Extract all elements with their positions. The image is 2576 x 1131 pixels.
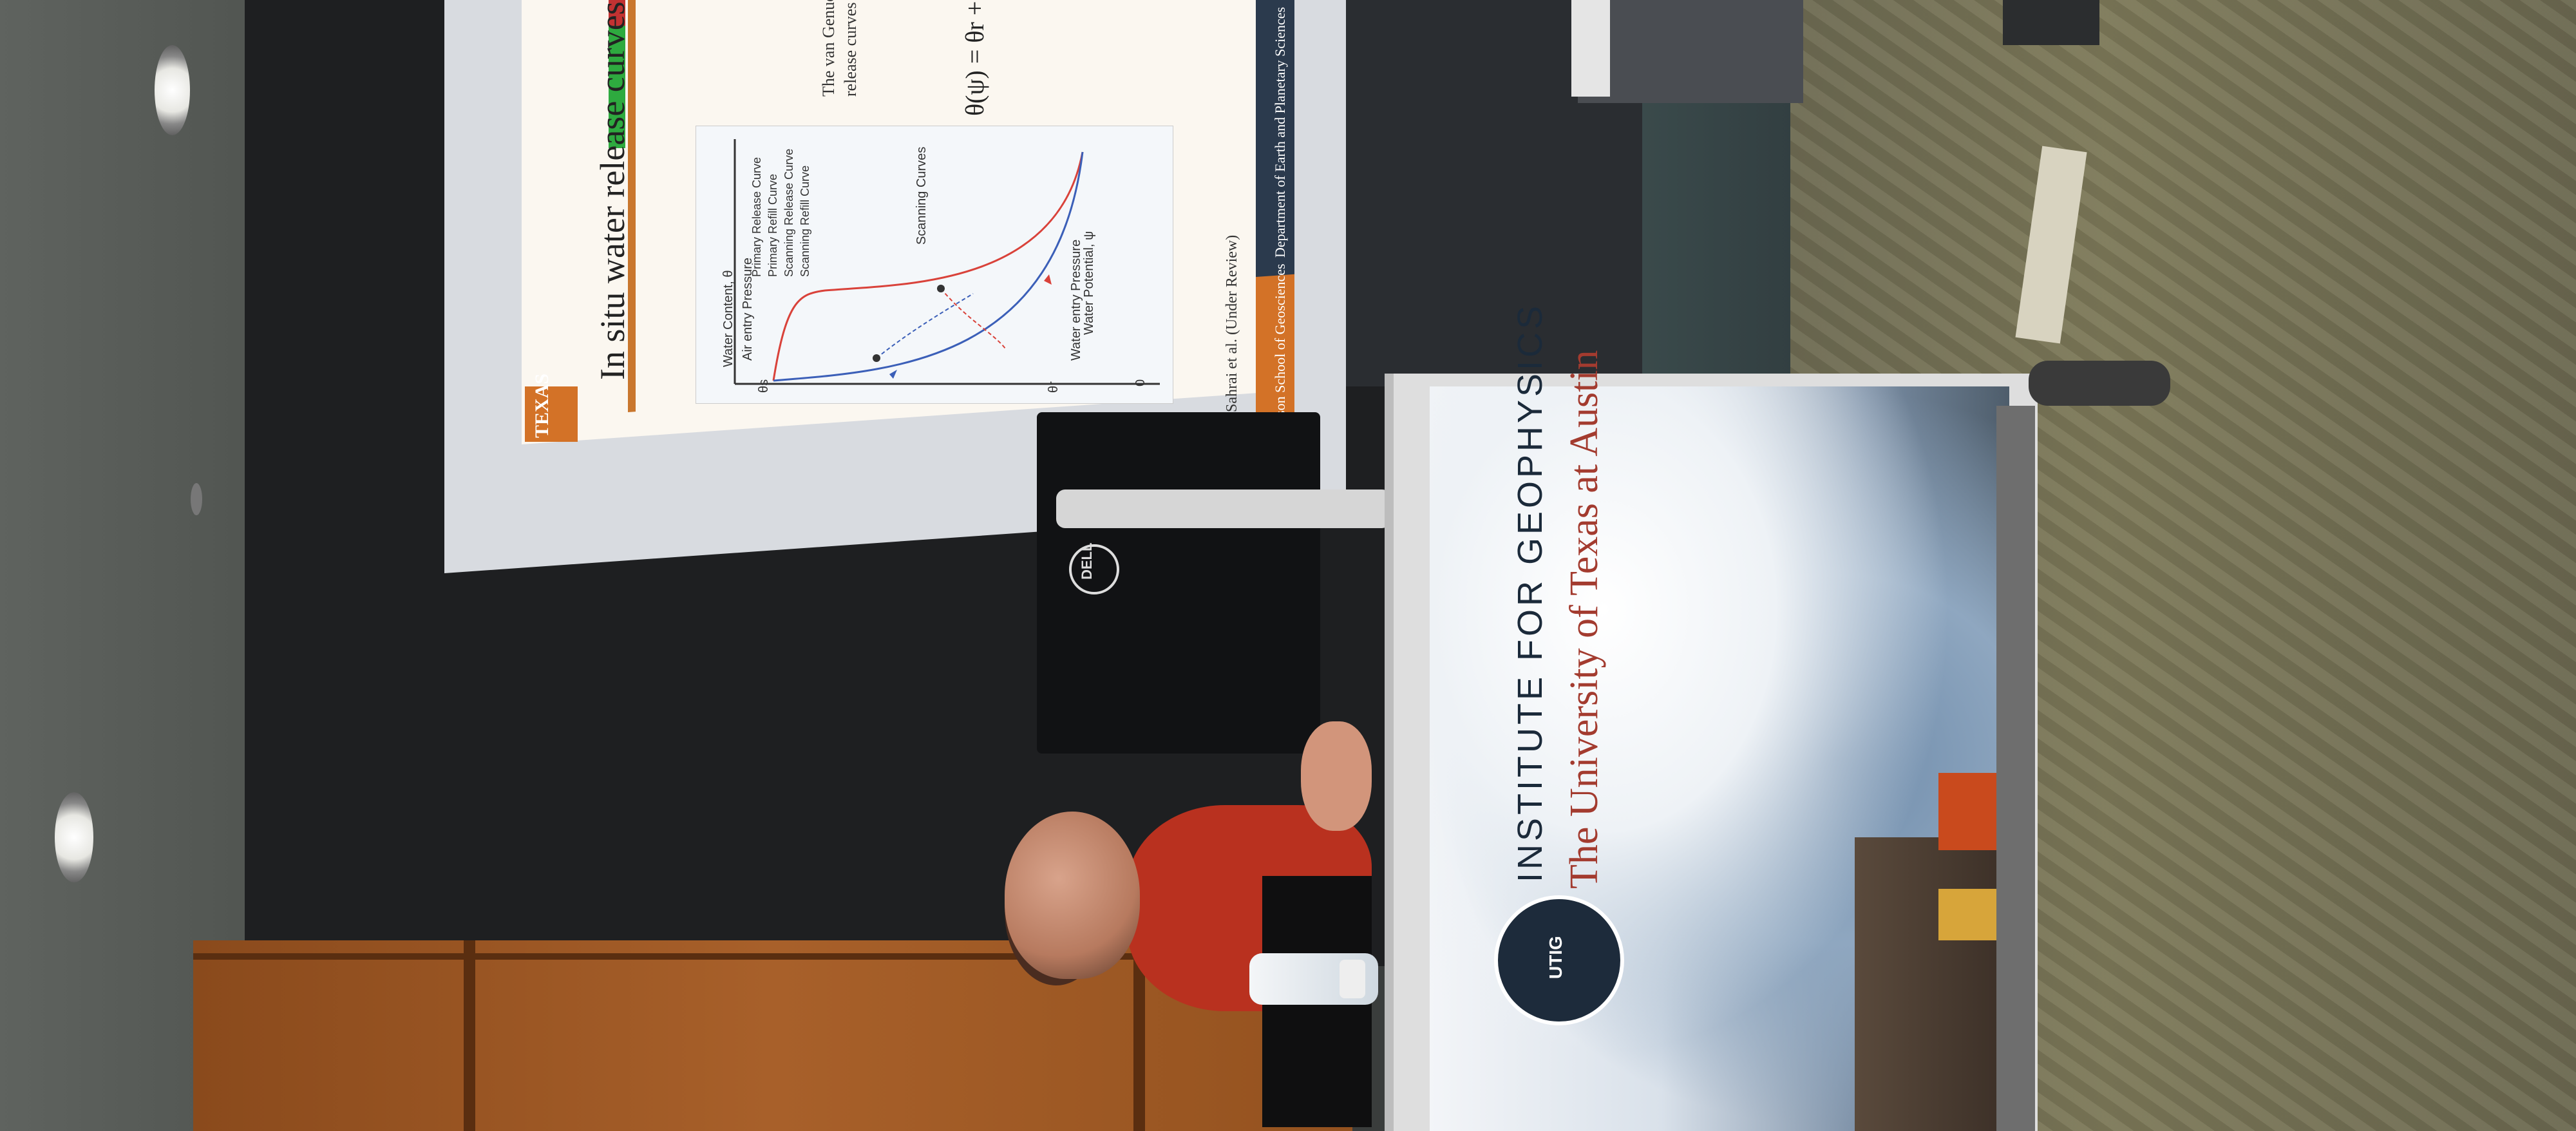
- slide-title: In situ water release curves show hyster…: [593, 0, 632, 380]
- tick-theta-r: θr: [1046, 381, 1061, 393]
- curve-point: [873, 354, 880, 362]
- primary-release-curve: [772, 151, 1084, 381]
- equipment-stand: [2003, 0, 2099, 45]
- texas-logo: [525, 386, 578, 442]
- institute-title: INSTITUTE FOR GEOPHYSICS: [1511, 302, 1549, 882]
- podium-frame: [1996, 406, 2035, 1131]
- x-axis-label: Water Potential, ψ: [1082, 231, 1096, 335]
- banner-landscape: [1855, 837, 2016, 1131]
- cabinet-edge: [1571, 0, 1610, 97]
- annotation-scanning: Scanning Curves: [914, 146, 929, 245]
- footer-department: Department of Earth and Planetary Scienc…: [1272, 6, 1288, 258]
- presenter-face: [1005, 812, 1140, 979]
- tick-zero: 0: [1133, 379, 1148, 386]
- primary-refill-curve: [773, 151, 1084, 382]
- arrow-marker: [889, 370, 897, 379]
- ceiling-light: [155, 45, 190, 135]
- ppt-toolbar: [609, 26, 625, 148]
- slide-body-text: The van Genuchten physics can be appl re…: [819, 0, 860, 97]
- annotation-water-entry: Water entry Pressure: [1069, 239, 1083, 361]
- slide-equation: θ(ψ) = θr +: [960, 1, 989, 116]
- texas-label: TEXAS: [531, 373, 553, 438]
- tick-theta-s: θs: [757, 379, 771, 393]
- wood-seam: [1133, 940, 1145, 1131]
- scanning-refill-curve: [876, 293, 974, 359]
- dell-logo: [1069, 544, 1119, 594]
- hysteresis-chart: [696, 126, 1173, 404]
- legend-entry: Scanning Release Curve: [782, 148, 795, 277]
- utig-globe-icon: [1494, 895, 1624, 1025]
- scanning-release-curve: [940, 288, 1006, 349]
- slide-citation: Sahrai et al. (Under Review): [1224, 234, 1240, 412]
- wood-seam: [193, 953, 1352, 960]
- dell-logo-text: DELL: [1079, 542, 1095, 580]
- presenter-hands: [1301, 721, 1372, 831]
- arrow-marker: [1044, 274, 1052, 285]
- bottle-cap: [1340, 960, 1365, 998]
- university-name: The University of Texas at Austin: [1562, 350, 1606, 889]
- wood-seam: [464, 940, 475, 1131]
- ceiling-light: [55, 792, 93, 882]
- monitor-arm: [1056, 489, 1391, 528]
- ppt-indicator: [609, 0, 625, 26]
- ceiling-sensor: [191, 483, 202, 515]
- camera-mount: [2029, 361, 2170, 406]
- utig-logo-text: UTIG: [1546, 936, 1566, 979]
- y-axis-label: Water Content, θ: [721, 270, 735, 367]
- legend-entry: Primary Release Curve: [750, 157, 763, 277]
- cabinet: [1578, 0, 1803, 103]
- legend-entry: Scanning Refill Curve: [799, 165, 811, 277]
- legend-entry: Primary Refill Curve: [766, 173, 779, 277]
- curve-point: [937, 285, 945, 292]
